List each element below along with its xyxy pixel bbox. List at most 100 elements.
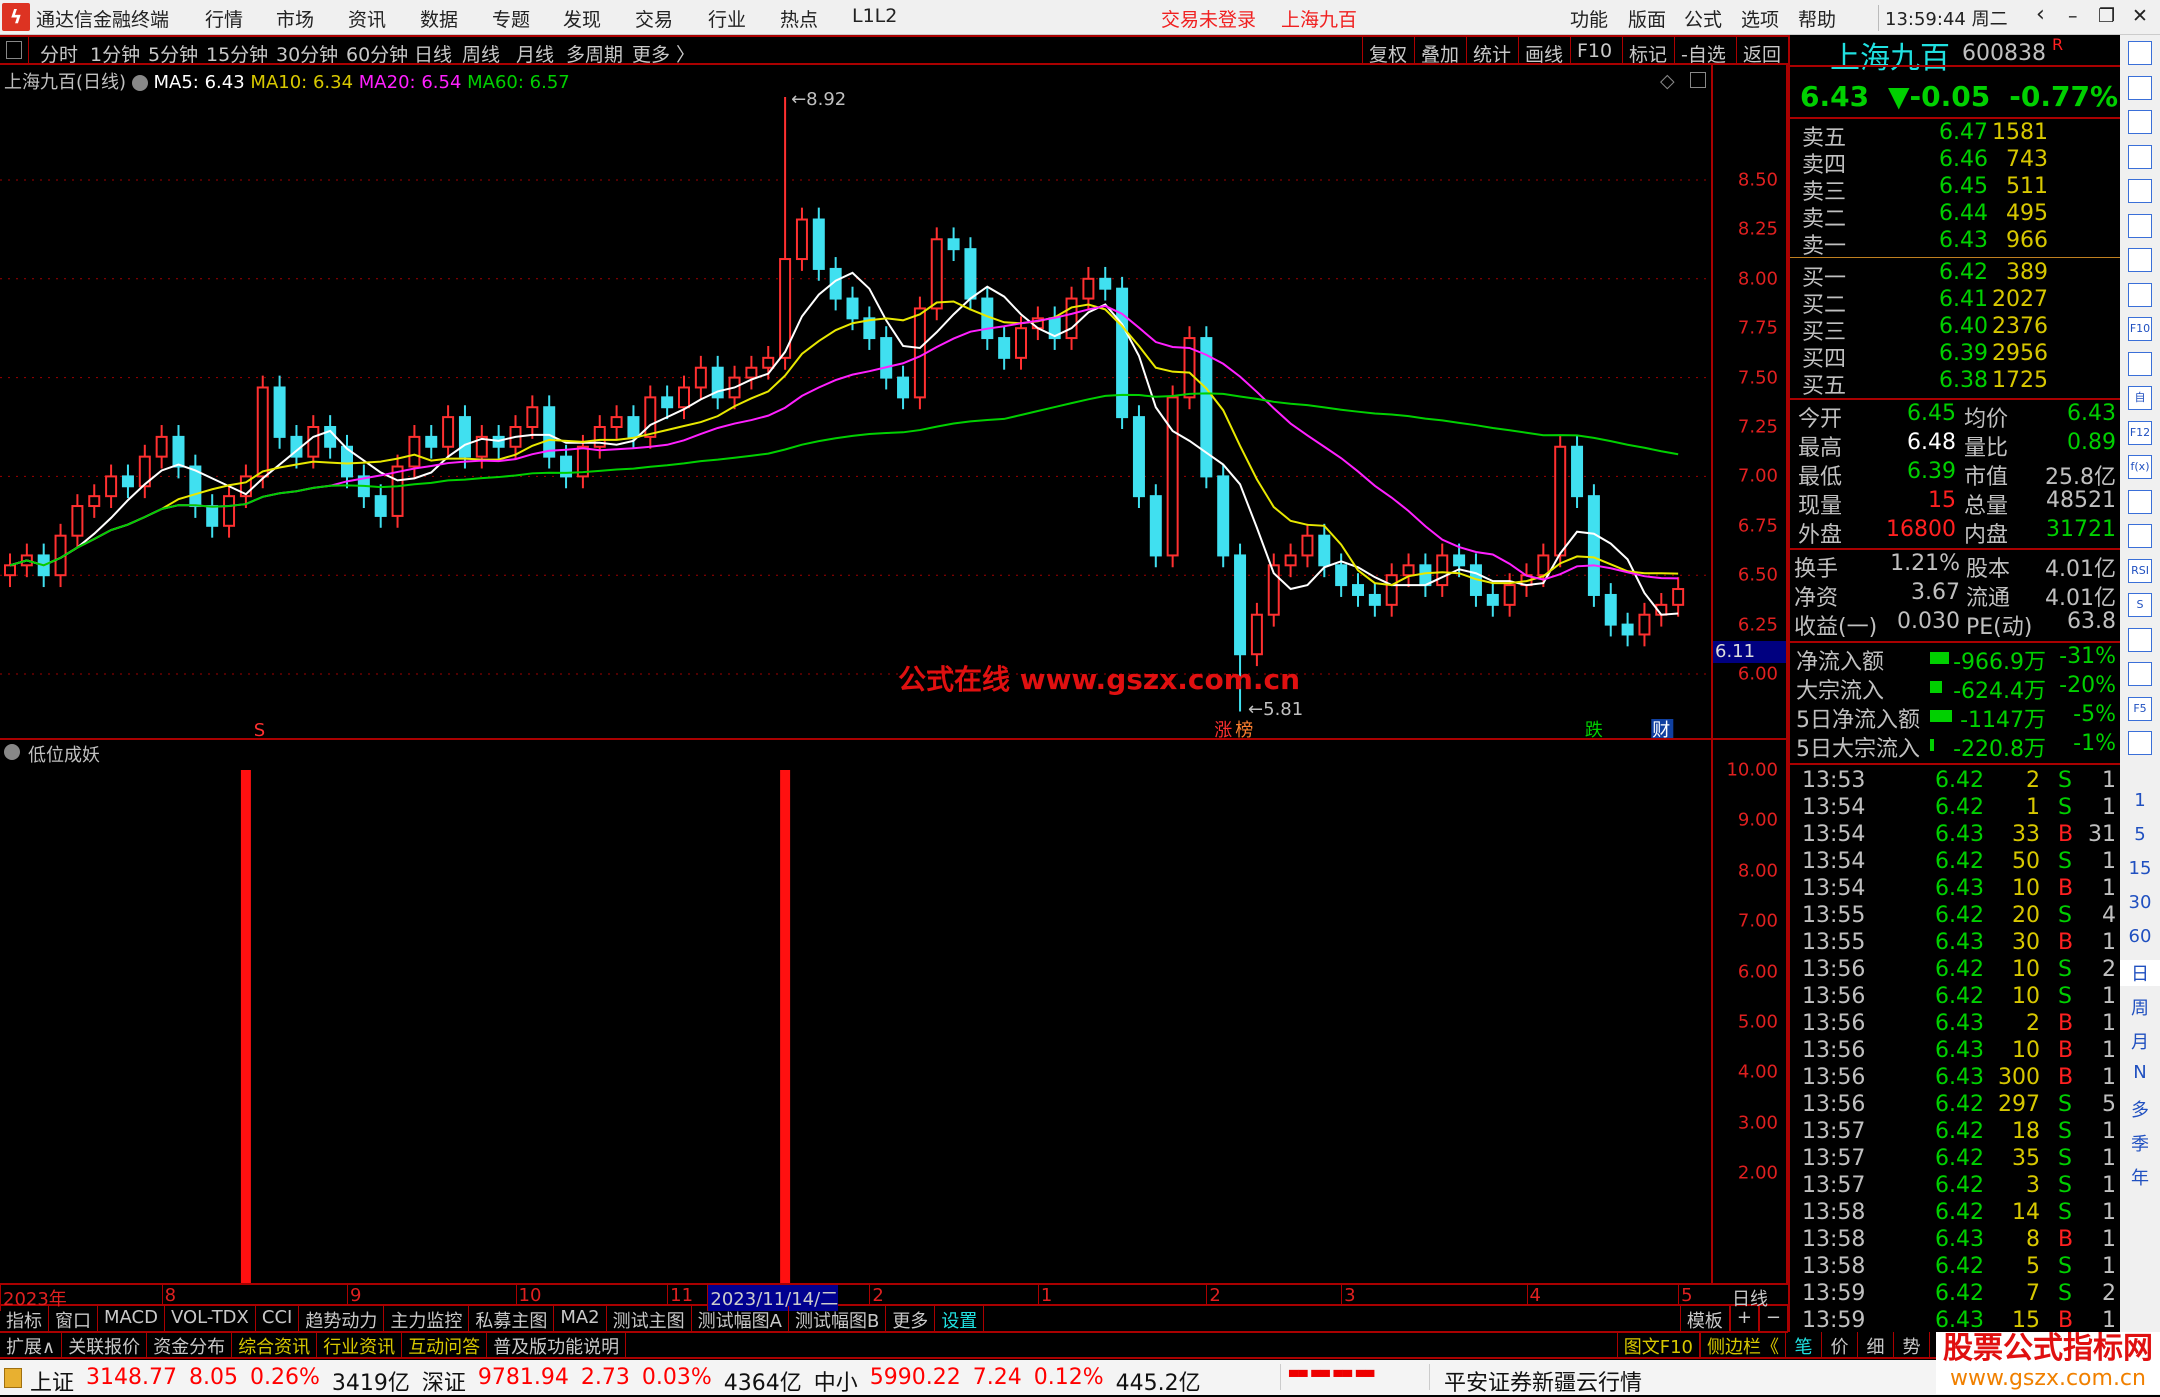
period-tab-8[interactable]: 月线 xyxy=(516,44,555,66)
period-tab-0[interactable]: 分时 xyxy=(40,44,79,66)
login-status[interactable]: 交易未登录 xyxy=(1161,9,1257,31)
toolbar-button-2[interactable]: 统计 xyxy=(1466,37,1517,66)
sidebar--icon[interactable]: 自 xyxy=(2128,386,2152,410)
back-icon[interactable]: ‹ xyxy=(2036,2,2045,27)
toolbar-button-5[interactable]: 标记 xyxy=(1622,37,1673,66)
indicator-tab-5[interactable]: 趋势动力 xyxy=(299,1306,385,1332)
panel-toggle-icon[interactable] xyxy=(6,41,22,59)
tabs-right-button-1[interactable]: + xyxy=(1729,1306,1759,1331)
sidebar-period-11[interactable]: 年 xyxy=(2131,1168,2149,1189)
period-tab-2[interactable]: 5分钟 xyxy=(148,44,199,66)
menu-9[interactable]: L1L2 xyxy=(852,5,898,27)
wave-icon[interactable] xyxy=(2128,524,2152,548)
indicator-tab-8[interactable]: MA2 xyxy=(554,1306,607,1331)
menu-right-0[interactable]: 功能 xyxy=(1570,9,1609,31)
extension-right-tab-1[interactable]: 侧边栏《 xyxy=(1700,1332,1786,1358)
toolbar-button-3[interactable]: 画线 xyxy=(1518,37,1569,66)
toolbar-button-6[interactable]: -自选 xyxy=(1674,37,1732,66)
extension-tab-5[interactable]: 互动问答 xyxy=(402,1332,488,1358)
extension-tab-4[interactable]: 行业资讯 xyxy=(317,1332,403,1358)
indicator-tab-4[interactable]: CCI xyxy=(256,1306,300,1331)
sidebar-f5-icon[interactable]: F5 xyxy=(2128,696,2152,721)
sidebar-period-9[interactable]: 多 xyxy=(2131,1100,2149,1121)
toolbar-button-1[interactable]: 叠加 xyxy=(1414,37,1465,66)
quote-list-icon[interactable] xyxy=(2128,144,2152,169)
menu-0[interactable]: 行情 xyxy=(205,9,244,31)
sidebar-s-icon[interactable]: S xyxy=(2128,593,2152,617)
menu-right-1[interactable]: 版面 xyxy=(1628,9,1667,31)
chevron-down-icon[interactable] xyxy=(4,744,20,760)
kline-chart[interactable]: ←8.92 ←5.81 S 涨榜 跌 财 xyxy=(0,65,1711,740)
pencil-icon[interactable] xyxy=(2128,662,2152,686)
indicator-tab-6[interactable]: 主力监控 xyxy=(384,1306,470,1332)
menu-right-2[interactable]: 公式 xyxy=(1684,9,1723,31)
indicator-tab-2[interactable]: MACD xyxy=(98,1306,165,1331)
index-icon[interactable] xyxy=(4,1368,22,1388)
indicator-tab-3[interactable]: VOL-TDX xyxy=(165,1306,256,1331)
sidebar-period-6[interactable]: 周 xyxy=(2131,998,2149,1019)
panel-tab-0[interactable]: 笔 xyxy=(1786,1332,1822,1358)
extension-tab-6[interactable]: 普及版功能说明 xyxy=(487,1332,627,1358)
period-tab-7[interactable]: 周线 xyxy=(462,44,501,66)
period-tab-1[interactable]: 1分钟 xyxy=(90,44,141,66)
grid-icon[interactable] xyxy=(2128,179,2152,203)
extension-right-tab-0[interactable]: 图文F10 xyxy=(1616,1332,1700,1358)
sidebar-period-10[interactable]: 季 xyxy=(2131,1134,2149,1155)
sidebar-period-4[interactable]: 60 xyxy=(2128,926,2152,947)
menu-6[interactable]: 交易 xyxy=(635,9,674,31)
extension-tab-3[interactable]: 综合资讯 xyxy=(232,1332,318,1358)
menu-right-4[interactable]: 帮助 xyxy=(1798,9,1837,31)
menu-1[interactable]: 市场 xyxy=(276,9,315,31)
menu-4[interactable]: 专题 xyxy=(492,9,531,31)
tree-icon[interactable] xyxy=(2128,351,2152,376)
sidebar-fx-icon[interactable]: f(x) xyxy=(2128,455,2152,479)
tabs-right-button-0[interactable]: 模板 xyxy=(1679,1306,1730,1332)
sidebar-period-0[interactable]: 1 xyxy=(2134,790,2146,811)
period-tab-3[interactable]: 15分钟 xyxy=(206,44,269,66)
minimize-button[interactable]: – xyxy=(2068,5,2078,27)
indicator-tab-1[interactable]: 窗口 xyxy=(49,1306,98,1332)
period-tab-9[interactable]: 多周期 xyxy=(566,44,624,66)
kline-icon[interactable] xyxy=(2128,248,2152,272)
close-button[interactable]: ✕ xyxy=(2132,5,2148,27)
up-icon[interactable] xyxy=(2128,75,2152,100)
indicator-tab-12[interactable]: 更多 xyxy=(886,1306,936,1332)
news-icon[interactable] xyxy=(2128,282,2152,307)
sidebar-period-8[interactable]: N xyxy=(2133,1062,2147,1083)
extension-tab-1[interactable]: 关联报价 xyxy=(62,1332,148,1358)
menu-3[interactable]: 数据 xyxy=(420,9,459,31)
period-tab-5[interactable]: 60分钟 xyxy=(346,44,409,66)
diamond-icon[interactable]: ◇ xyxy=(1660,70,1675,92)
sidebar-rsi-icon[interactable]: RSI xyxy=(2128,558,2152,583)
toolbar-button-4[interactable]: F10 xyxy=(1570,37,1618,63)
refresh-icon[interactable] xyxy=(2128,731,2152,755)
circle-icon[interactable] xyxy=(2128,489,2152,514)
chevron-down-icon[interactable] xyxy=(131,75,148,91)
menu-2[interactable]: 资讯 xyxy=(348,9,387,31)
toolbar-button-7[interactable]: 返回 xyxy=(1736,37,1787,66)
menu-right-3[interactable]: 选项 xyxy=(1741,9,1780,31)
indicator-tab-9[interactable]: 测试主图 xyxy=(607,1306,692,1332)
indicator-chart[interactable] xyxy=(0,740,1711,1283)
sidebar-f10-icon[interactable]: F10 xyxy=(2128,317,2152,341)
extension-tab-2[interactable]: 资金分布 xyxy=(147,1332,233,1358)
sidebar-period-2[interactable]: 15 xyxy=(2128,858,2152,879)
menu-7[interactable]: 行业 xyxy=(708,9,747,31)
toolbar-button-0[interactable]: 复权 xyxy=(1362,37,1413,66)
window-toggle-icon[interactable] xyxy=(1690,72,1706,88)
indicator-tab-7[interactable]: 私募主图 xyxy=(469,1306,555,1332)
indicator-tab-0[interactable]: 指标 xyxy=(0,1306,49,1332)
sidebar-period-1[interactable]: 5 xyxy=(2134,824,2146,845)
indicator-tab-13[interactable]: 设置 xyxy=(935,1306,985,1332)
indicator-tab-11[interactable]: 测试幅图B xyxy=(789,1306,887,1332)
period-tab-10[interactable]: 更多 〉 xyxy=(632,44,696,66)
panel-tab-3[interactable]: 势 xyxy=(1894,1332,1930,1358)
period-tab-4[interactable]: 30分钟 xyxy=(276,44,339,66)
extension-tab-0[interactable]: 扩展∧ xyxy=(0,1332,63,1358)
sidebar-period-5[interactable]: 日 xyxy=(2120,960,2160,986)
line-chart-icon[interactable] xyxy=(2128,213,2152,238)
tabs-right-button-2[interactable]: − xyxy=(1758,1306,1788,1331)
indicator-tab-10[interactable]: 测试幅图A xyxy=(692,1306,789,1332)
sidebar-period-3[interactable]: 30 xyxy=(2128,892,2152,913)
sidebar-period-7[interactable]: 月 xyxy=(2131,1032,2149,1053)
